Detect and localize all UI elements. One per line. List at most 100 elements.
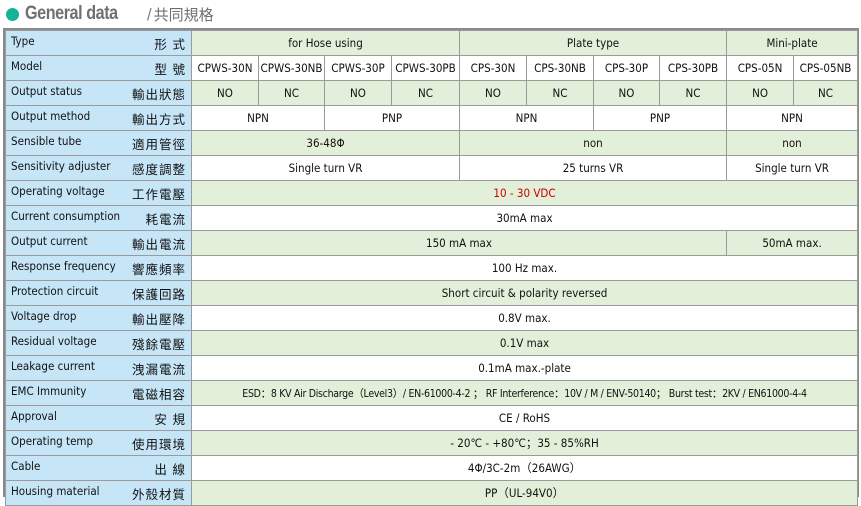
bullet-icon <box>6 7 19 21</box>
table-cell: non <box>458 130 728 156</box>
label-en: Output method <box>11 108 91 123</box>
table-cell: NO <box>726 80 795 106</box>
row-label: Model 型 號 <box>5 55 192 81</box>
label-en: Voltage drop <box>11 308 77 323</box>
row-label: Sensible tube 適用管徑 <box>5 130 192 156</box>
label-en: Approval <box>11 408 57 423</box>
section-title: General data / 共同規格 <box>6 2 214 26</box>
label-en: Sensitivity adjuster <box>11 158 111 173</box>
label-en: Current consumption <box>11 208 121 223</box>
table-cell: 100 Hz max. <box>190 255 859 281</box>
label-zh: 電磁相容 <box>131 386 186 402</box>
table-cell: Single turn VR <box>726 155 859 181</box>
table-cell: 0.1V max <box>190 330 859 356</box>
label-en: Housing material <box>11 483 100 498</box>
row-label: Cable 出 線 <box>5 455 192 481</box>
table-row: EMC Immunity 電磁相容 ESD：8 KV Air Discharge（L… <box>5 380 859 406</box>
table-row: Model 型 號 CPWS-30N CPWS-30NB CPWS-30P CPWS-30… <box>5 55 859 81</box>
table-cell: CPWS-30PB <box>391 55 460 81</box>
table-cell: non <box>726 130 859 156</box>
label-zh: 適用管徑 <box>131 136 186 152</box>
label-zh: 輸出壓降 <box>131 311 186 327</box>
row-label: Response frequency 響應頻率 <box>5 255 192 281</box>
row-label: Output method 輸出方式 <box>5 105 192 131</box>
spec-table: Type 形 式 for Hose using Plate type Mini-plat… <box>5 30 859 506</box>
table-cell: CPS-30PB <box>658 55 728 81</box>
row-label: Approval 安 規 <box>5 405 192 431</box>
label-zh: 保護回路 <box>131 286 186 302</box>
table-cell: 150 mA max <box>190 230 728 256</box>
table-cell: PP（UL-94V0） <box>190 480 859 506</box>
table-row: Operating voltage 工作電壓 10 - 30 VDC <box>5 180 859 206</box>
label-en: Cable <box>11 458 41 473</box>
label-zh: 洩漏電流 <box>131 361 186 377</box>
table-cell: 4Φ/3C-2m（26AWG） <box>190 455 859 481</box>
title-en: General data <box>25 3 118 24</box>
table-cell: PNP <box>324 105 460 131</box>
table-row: Cable 出 線 4Φ/3C-2m（26AWG） <box>5 455 859 481</box>
table-row: Sensible tube 適用管徑 36-48Φ non non <box>5 130 859 156</box>
table-cell: Single turn VR <box>191 155 460 181</box>
row-label: Type 形 式 <box>5 30 192 56</box>
table-cell: CPS-05N <box>726 55 795 81</box>
table-cell: NO <box>324 80 392 106</box>
table-cell: 0.8V max. <box>190 305 859 331</box>
label-zh: 輸出方式 <box>131 111 186 127</box>
table-cell: NO <box>593 80 660 106</box>
table-row: Output status 輸出狀態 NO NC NO NC NO NC NO NC NO NC <box>5 80 859 106</box>
table-cell: 10 - 30 VDC <box>190 180 859 206</box>
row-label: Operating temp 使用環境 <box>5 430 192 456</box>
label-zh: 使用環境 <box>131 436 186 452</box>
table-cell: 0.1mA max.-plate <box>190 355 859 381</box>
table-cell: CPS-30NB <box>526 55 594 81</box>
table-cell: CPS-05NB <box>793 55 859 81</box>
label-zh: 出 線 <box>154 461 186 477</box>
table-cell: 25 turns VR <box>458 155 728 181</box>
table-cell: 30mA max <box>190 205 859 231</box>
label-zh: 耗電流 <box>145 211 186 227</box>
table-cell: CPS-30N <box>459 55 527 81</box>
label-zh: 安 規 <box>154 411 186 427</box>
table-row: Current consumption 耗電流 30mA max <box>5 205 859 231</box>
row-label: Voltage drop 輸出壓降 <box>5 305 192 331</box>
label-zh: 形 式 <box>154 36 186 52</box>
label-en: Protection circuit <box>11 283 99 298</box>
label-en: Residual voltage <box>11 333 97 348</box>
table-row: Output method 輸出方式 NPN PNP NPN PNP NPN <box>5 105 859 131</box>
label-en: Leakage current <box>11 358 95 373</box>
row-label: Output current 輸出電流 <box>5 230 192 256</box>
label-en: Type <box>11 33 35 48</box>
label-zh: 殘餘電壓 <box>131 336 186 352</box>
label-zh: 感度調整 <box>131 161 186 177</box>
label-zh: 輸出狀態 <box>131 86 186 102</box>
table-row: Protection circuit 保護回路 Short circuit & po… <box>5 280 859 306</box>
label-en: Output status <box>11 83 83 98</box>
row-label: EMC Immunity 電磁相容 <box>5 380 192 406</box>
table-cell: - 20℃ - +80℃；35 - 85%RH <box>190 430 859 456</box>
row-label: Current consumption 耗電流 <box>5 205 192 231</box>
table-row: Voltage drop 輸出壓降 0.8V max. <box>5 305 859 331</box>
label-en: Operating voltage <box>11 183 105 198</box>
table-cell: NC <box>658 80 728 106</box>
table-cell: NPN <box>459 105 594 131</box>
table-cell: NO <box>191 80 259 106</box>
table-cell: CPWS-30P <box>324 55 392 81</box>
table-cell: NC <box>793 80 859 106</box>
table-cell: for Hose using <box>191 30 460 56</box>
table-cell: NC <box>526 80 594 106</box>
table-cell: CPWS-30N <box>191 55 259 81</box>
table-row: Output current 輸出電流 150 mA max 50mA max. <box>5 230 859 256</box>
row-label: Residual voltage 殘餘電壓 <box>5 330 192 356</box>
label-en: Sensible tube <box>11 133 82 148</box>
table-row: Residual voltage 殘餘電壓 0.1V max <box>5 330 859 356</box>
table-row: Approval 安 規 CE / RoHS <box>5 405 859 431</box>
label-en: Model <box>11 58 43 73</box>
row-label: Leakage current 洩漏電流 <box>5 355 192 381</box>
label-en: Operating temp <box>11 433 94 448</box>
label-zh: 工作電壓 <box>131 186 186 202</box>
table-row: Type 形 式 for Hose using Plate type Mini-plat… <box>5 30 859 56</box>
label-en: Output current <box>11 233 88 248</box>
table-cell: 36-48Φ <box>191 130 460 156</box>
title-zh: 共同規格 <box>153 5 214 24</box>
table-cell: CPWS-30NB <box>258 55 325 81</box>
